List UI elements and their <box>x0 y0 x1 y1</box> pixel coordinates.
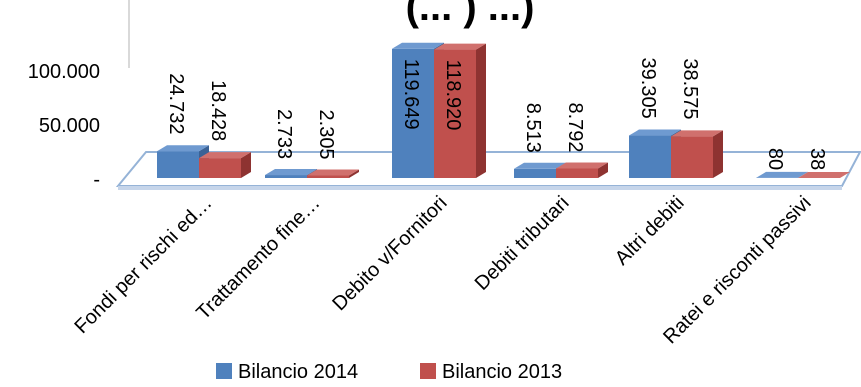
value-label: 24.732 <box>165 73 187 134</box>
bar-side <box>476 44 486 178</box>
bar-front <box>629 136 671 178</box>
bar-front <box>199 158 241 178</box>
value-label: 18.428 <box>207 80 229 141</box>
y-tick-label: 50.000 <box>39 115 100 137</box>
value-label: 8.792 <box>564 103 586 153</box>
value-label: 38 <box>806 148 828 170</box>
bar-side <box>713 130 723 178</box>
bar-front <box>265 175 307 178</box>
legend-label: Bilancio 2014 <box>238 361 358 382</box>
legend-swatch <box>216 363 232 379</box>
bar-front <box>556 169 598 178</box>
bar-0-1 <box>199 152 251 178</box>
value-label: 80 <box>764 148 786 170</box>
value-label: 38.575 <box>679 58 701 119</box>
bar-3-1 <box>556 163 608 178</box>
value-label: 118.920 <box>442 60 464 131</box>
bar-front <box>157 151 199 178</box>
floor-edge <box>118 186 842 190</box>
x-axis-labels: Fondi per rischi ed…Trattamento fine…Deb… <box>70 192 815 348</box>
bar-front <box>671 136 713 178</box>
bar-4-1 <box>671 130 723 178</box>
legend-label: Bilancio 2013 <box>442 361 562 382</box>
value-label: 119.649 <box>400 59 422 130</box>
y-axis-ticks: - 50.000 100.000 <box>28 61 100 191</box>
value-label: 39.305 <box>637 58 659 119</box>
x-axis-label: Fondi per rischi ed… <box>70 192 216 338</box>
y-tick-label: 100.000 <box>28 61 100 83</box>
legend-swatch <box>420 363 436 379</box>
legend: Bilancio 2014 Bilancio 2013 <box>216 361 562 382</box>
legend-item: Bilancio 2013 <box>420 361 562 382</box>
bar-front <box>514 169 556 178</box>
y-tick-label: - <box>93 169 100 191</box>
value-label: 2.733 <box>273 109 295 159</box>
x-axis-label: Ratei e risconti passivi <box>659 192 815 348</box>
x-axis-label: Debiti tributari <box>471 192 574 295</box>
x-axis-label: Debito v/Fornitori <box>328 192 451 315</box>
value-label: 8.513 <box>522 103 544 153</box>
value-label: 2.305 <box>315 110 337 160</box>
chart-title: (... ) ...) <box>406 0 535 29</box>
bar-front <box>307 176 349 178</box>
legend-item: Bilancio 2014 <box>216 361 358 382</box>
x-axis-label: Altri debiti <box>611 192 689 270</box>
